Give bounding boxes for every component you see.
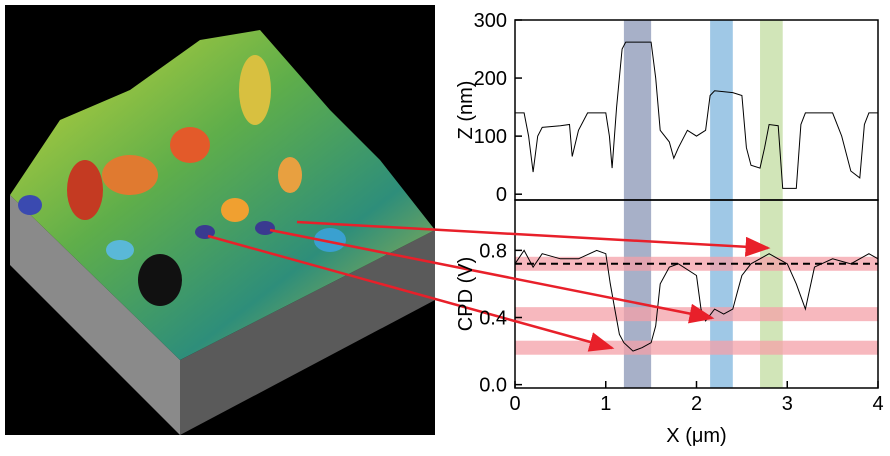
arrows (207, 220, 771, 352)
highlight-region (760, 20, 783, 388)
data-line (514, 249, 879, 352)
x-tick-label: 4 (872, 393, 883, 415)
reference-band (515, 340, 878, 355)
x-tick-label: 3 (782, 393, 793, 415)
y-tick-label: 0.8 (479, 240, 507, 262)
plot-frame (514, 19, 879, 201)
y-tick-label: 0 (496, 184, 507, 206)
plot-frame (514, 199, 879, 389)
y-tick-label: 100 (474, 126, 507, 148)
y-axis-label: CPD (V) (455, 257, 477, 331)
y-tick-label: 0.0 (479, 375, 507, 397)
afm-3d-image (5, 5, 435, 435)
x-axis-label: X (μm) (666, 425, 726, 447)
y-tick-label: 200 (474, 68, 507, 90)
y-tick-label: 0.4 (479, 308, 507, 330)
y-axis-label: Z (nm) (455, 81, 477, 140)
x-tick-label: 0 (509, 393, 520, 415)
x-tick-label: 2 (691, 393, 702, 415)
highlight-region (710, 20, 733, 388)
x-tick-label: 1 (600, 393, 611, 415)
y-tick-label: 300 (474, 10, 507, 32)
highlight-region (623, 20, 652, 388)
data-line (515, 41, 878, 189)
